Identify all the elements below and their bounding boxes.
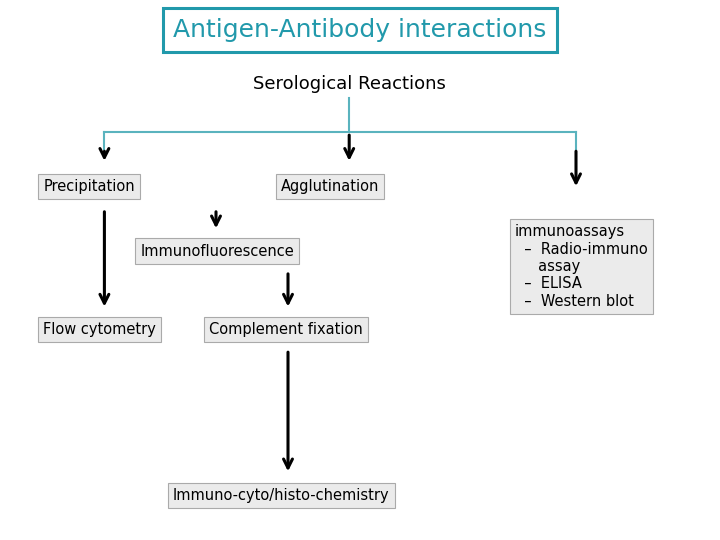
Text: Flow cytometry: Flow cytometry bbox=[43, 322, 156, 337]
Text: Immunofluorescence: Immunofluorescence bbox=[140, 244, 294, 259]
Text: Antigen-Antibody interactions: Antigen-Antibody interactions bbox=[174, 18, 546, 42]
Text: Complement fixation: Complement fixation bbox=[209, 322, 363, 337]
Text: Immuno-cyto/histo-chemistry: Immuno-cyto/histo-chemistry bbox=[173, 488, 390, 503]
Text: immunoassays
  –  Radio-immuno
     assay
  –  ELISA
  –  Western blot: immunoassays – Radio-immuno assay – ELIS… bbox=[515, 224, 647, 309]
Text: Serological Reactions: Serological Reactions bbox=[253, 75, 446, 93]
Text: Agglutination: Agglutination bbox=[281, 179, 379, 194]
Text: Precipitation: Precipitation bbox=[43, 179, 135, 194]
